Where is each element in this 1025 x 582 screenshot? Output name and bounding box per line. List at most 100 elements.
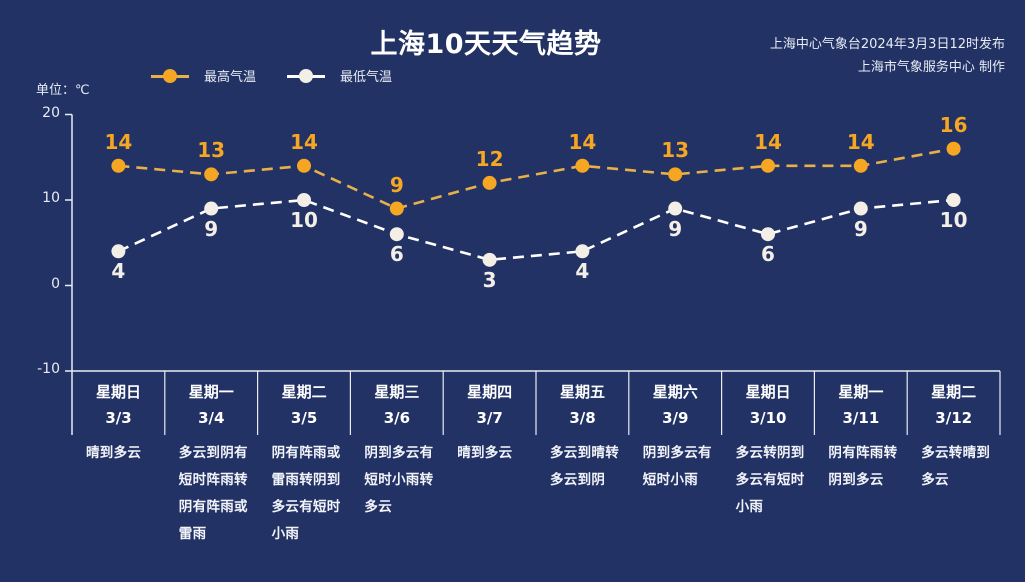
low-temp-point <box>297 193 311 207</box>
low-temp-value-label: 10 <box>939 208 968 232</box>
low-temp-value-label: 9 <box>668 216 683 241</box>
weather-description-line: 多云有短时 <box>271 499 341 515</box>
weekday-label: 星期一 <box>188 383 234 401</box>
day-header-cell: 星期五 3/8 <box>536 371 629 435</box>
low-temp-point <box>575 244 590 259</box>
weather-description-line: 小雨 <box>271 526 300 542</box>
day-header-cell: 星期二 3/5 <box>258 371 351 435</box>
high-temp-value-label: 16 <box>939 112 968 137</box>
weather-description-line: 多云转晴到 <box>921 445 991 461</box>
high-temp-value-label: 14 <box>290 129 318 154</box>
chart-lines <box>111 141 961 267</box>
weather-description-line: 阴有阵雨转 <box>828 445 898 461</box>
date-label: 3/8 <box>569 409 596 427</box>
low-temp-value-label: 4 <box>111 259 126 284</box>
high-temp-point <box>946 141 961 156</box>
date-label: 3/6 <box>383 409 411 427</box>
weekday-label: 星期一 <box>838 383 884 401</box>
day-header-cell: 星期三 3/6 <box>350 371 443 435</box>
weather-description: 阴到多云有短时小雨转多云 <box>364 440 450 521</box>
weather-description-line: 多云转阴到 <box>735 445 805 461</box>
weather-description-line: 小雨 <box>735 499 764 515</box>
legend-item-high: 最高气温 <box>150 66 256 85</box>
day-header-cell: 星期二 3/12 <box>907 371 1000 435</box>
low-temp-value-label: 10 <box>290 208 318 232</box>
day-header-cell: 星期一 3/4 <box>165 371 258 435</box>
publisher-line-1: 上海中心气象台2024年3月3日12时发布 <box>769 37 1005 52</box>
weather-description-line: 多云 <box>921 472 949 488</box>
chart-legend: 最高气温 最低气温 <box>150 66 422 85</box>
low-temp-point <box>204 201 219 216</box>
low-temp-point <box>482 252 497 267</box>
weekday-label: 星期日 <box>745 383 791 401</box>
low-temp-point <box>668 201 683 216</box>
weather-description: 阴有阵雨或雷雨转阴到多云有短时小雨 <box>272 440 358 548</box>
high-temp-point <box>389 201 404 216</box>
weather-description-line: 阴到多云有 <box>642 445 712 461</box>
date-label: 3/12 <box>935 409 973 427</box>
legend-label-high: 最高气温 <box>204 70 257 85</box>
weather-description-line: 雷雨转阴到 <box>271 472 341 488</box>
low-temp-point <box>761 227 775 242</box>
weather-description: 多云转阴到多云有短时小雨 <box>736 440 822 521</box>
weather-description-line: 阴到多云有 <box>364 445 434 461</box>
date-label: 3/9 <box>662 409 689 427</box>
weather-description-line: 多云到阴 <box>550 472 606 488</box>
low-temp-value-label: 9 <box>204 216 219 241</box>
weather-description-line: 短时小雨 <box>642 472 698 488</box>
weather-description: 阴到多云有 短时小雨 <box>643 440 729 494</box>
high-temp-line <box>118 147 954 210</box>
low-temp-value-label: 9 <box>853 216 868 241</box>
high-temp-point <box>668 167 683 182</box>
weather-description-line: 多云 <box>364 499 392 515</box>
publisher-info: 上海中心气象台2024年3月3日12时发布 上海市气象服务中心 制作 <box>770 33 1005 79</box>
weather-description-line: 晴到多云 <box>86 445 142 461</box>
low-temp-point <box>853 201 868 216</box>
day-header-cell: 星期日 3/10 <box>722 371 815 435</box>
y-tick-label: 0 <box>51 275 60 292</box>
weekday-label: 星期日 <box>95 383 141 401</box>
y-tick-label: 10 <box>42 190 60 206</box>
chart-title: 上海10天天气趋势 <box>370 29 602 60</box>
date-label: 3/10 <box>749 409 787 427</box>
weather-description-line: 阴到多云 <box>828 472 884 488</box>
date-label: 3/3 <box>105 409 132 427</box>
day-header-cell: 星期日 3/3 <box>72 371 165 435</box>
weekday-label: 星期二 <box>281 383 327 401</box>
high-temp-value-label: 13 <box>661 138 690 163</box>
high-temp-point <box>297 158 311 173</box>
high-temp-point <box>761 158 775 173</box>
weekday-label: 星期六 <box>652 383 698 401</box>
weather-description-line: 短时阵雨转 <box>178 472 248 488</box>
high-temp-value-label: 12 <box>475 146 504 171</box>
weekday-label: 星期三 <box>374 383 420 401</box>
date-label: 3/7 <box>476 409 503 427</box>
high-temp-value-label: 14 <box>846 129 875 154</box>
day-header-cell: 星期四 3/7 <box>443 371 536 435</box>
weekday-label: 星期五 <box>559 383 605 401</box>
weather-description-line: 多云有短时 <box>735 472 805 488</box>
weekday-label: 星期二 <box>931 383 977 401</box>
high-temp-value-label: 13 <box>197 138 226 163</box>
weather-description: 多云到阴有 短时阵雨转 阴有阵雨或 雷雨 <box>179 440 265 548</box>
low-temp-value-label: 4 <box>575 259 590 284</box>
publisher-line-2: 上海市气象服务中心 制作 <box>857 60 1005 75</box>
weather-description: 晴到多云 <box>457 440 543 467</box>
high-temp-point <box>853 158 868 173</box>
weather-description-line: 阴有阵雨或 <box>271 445 341 461</box>
low-temp-point <box>389 227 404 242</box>
weather-description-line: 短时小雨转 <box>364 472 434 488</box>
weather-description: 晴到多云 <box>86 440 172 467</box>
y-tick-label: 20 <box>42 104 60 121</box>
low-temp-point <box>111 244 126 259</box>
legend-label-low: 最低气温 <box>340 70 393 85</box>
date-label: 3/11 <box>842 409 880 427</box>
weather-description-line: 多云到晴转 <box>550 445 619 461</box>
y-tick-label: -10 <box>37 361 60 377</box>
weather-description-line: 阴有阵雨或 <box>178 499 248 515</box>
weekday-label: 星期四 <box>467 383 513 401</box>
weather-description: 阴有阵雨转 阴到多云 <box>828 440 914 494</box>
low-temp-value-label: 6 <box>761 242 775 267</box>
high-temp-value-label: 14 <box>754 129 782 154</box>
